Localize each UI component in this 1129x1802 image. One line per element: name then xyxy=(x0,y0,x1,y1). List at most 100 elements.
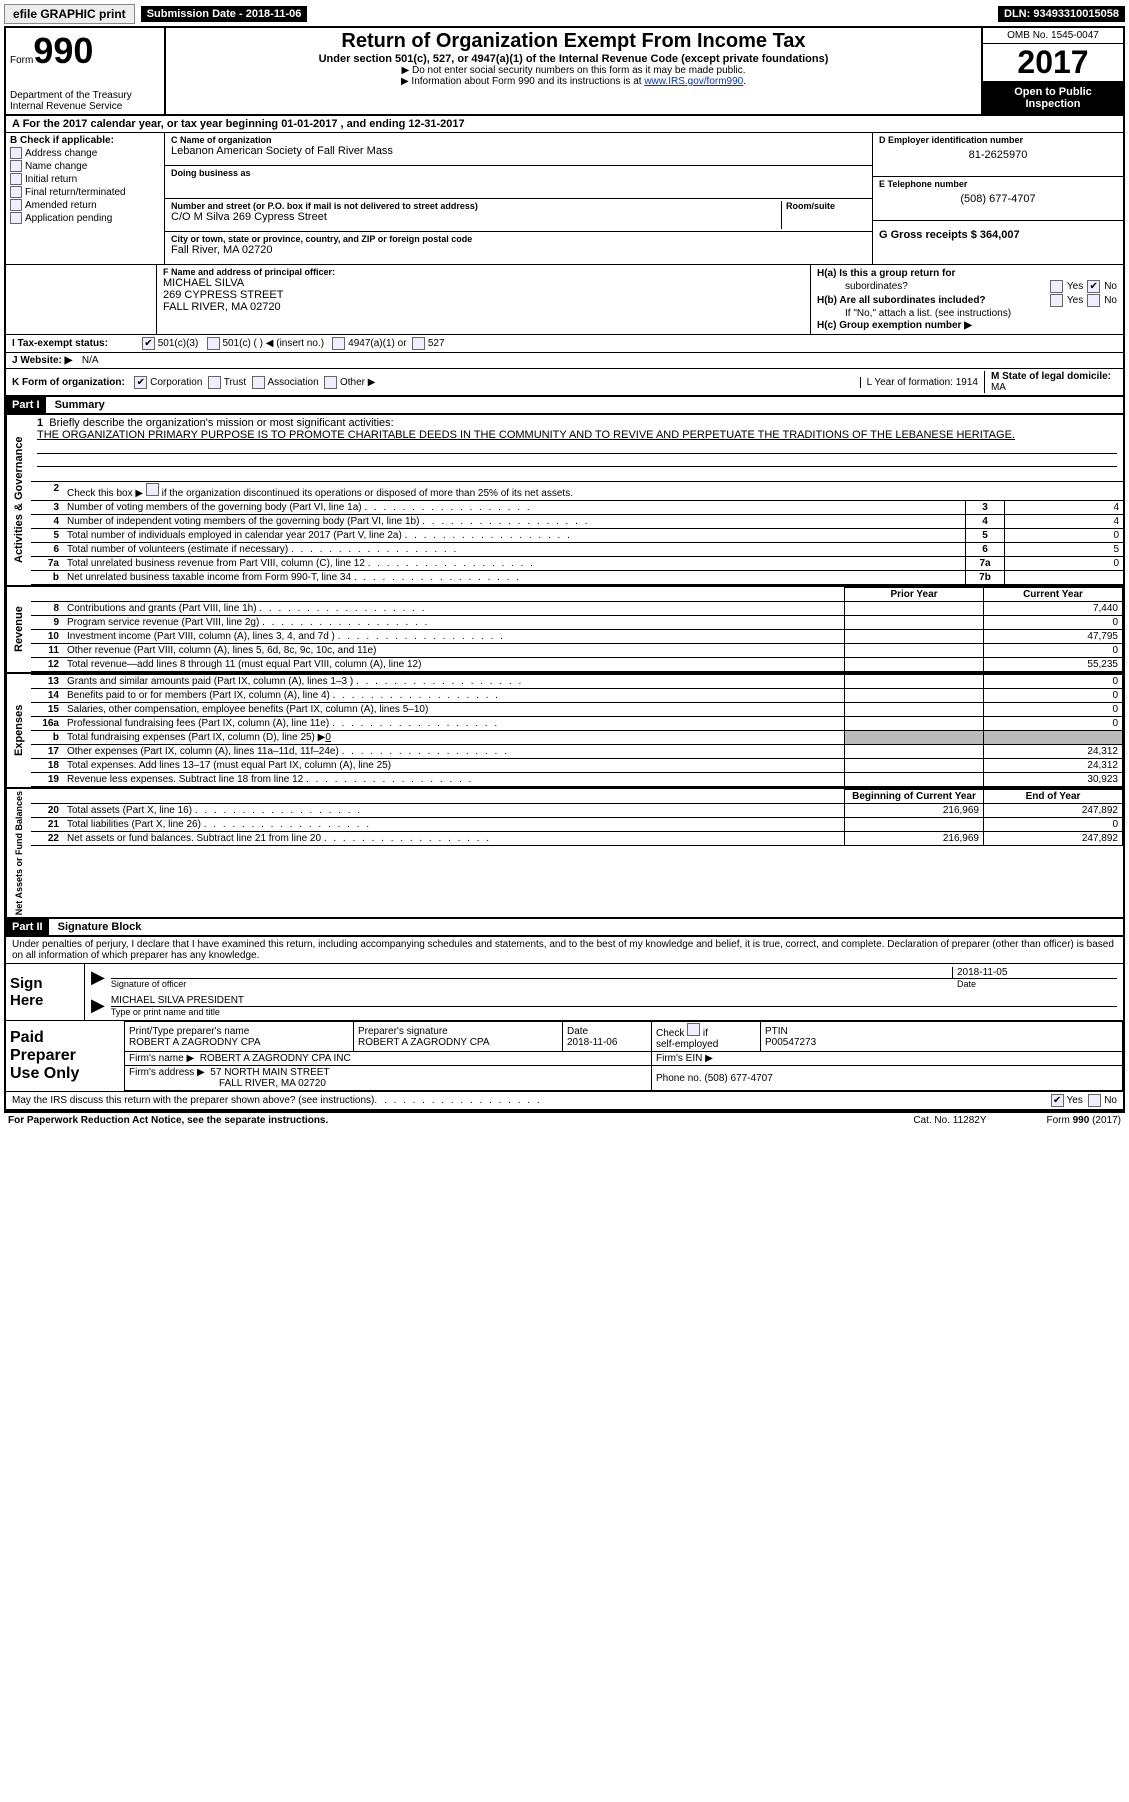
ptin: P00547273 xyxy=(765,1037,816,1048)
chk-other[interactable] xyxy=(324,376,337,389)
val-line13: 0 xyxy=(984,675,1123,689)
org-name-label: C Name of organization xyxy=(171,135,866,145)
val-line12: 55,235 xyxy=(984,658,1123,672)
revenue-table: Prior YearCurrent Year 8Contributions an… xyxy=(31,587,1123,672)
val-line17: 24,312 xyxy=(984,745,1123,759)
pra-notice: For Paperwork Reduction Act Notice, see … xyxy=(8,1115,328,1126)
dln: DLN: 93493310015058 xyxy=(998,6,1125,22)
end-line21: 0 xyxy=(984,818,1123,832)
chk-corporation[interactable] xyxy=(134,376,147,389)
officer-print-name: MICHAEL SILVA PRESIDENT xyxy=(111,995,1117,1007)
city-label: City or town, state or province, country… xyxy=(171,234,866,244)
cat-no: Cat. No. 11282Y xyxy=(913,1115,986,1126)
chk-527[interactable] xyxy=(412,337,425,350)
expenses-section: Expenses 13Grants and similar amounts pa… xyxy=(6,674,1123,789)
website-row: J Website: ▶ N/A xyxy=(6,353,1123,369)
entity-block: B Check if applicable: Address change Na… xyxy=(6,133,1123,265)
tax-year: 2017 xyxy=(983,44,1123,82)
open-to-public: Open to Public Inspection xyxy=(983,82,1123,114)
val-line11: 0 xyxy=(984,644,1123,658)
firm-address1: 57 NORTH MAIN STREET xyxy=(210,1067,329,1078)
preparer-name: ROBERT A ZAGRODNY CPA xyxy=(129,1037,261,1048)
arrow-note-2: ▶ Information about Form 990 and its ins… xyxy=(172,76,975,87)
paid-preparer-row: Paid Preparer Use Only Print/Type prepar… xyxy=(6,1020,1123,1091)
telephone-value: (508) 677-4707 xyxy=(879,189,1117,205)
chk-trust[interactable] xyxy=(208,376,221,389)
beg-line20: 216,969 xyxy=(845,804,984,818)
efile-print-btn[interactable]: efile GRAPHIC print xyxy=(4,4,135,24)
irs-link[interactable]: www.IRS.gov/form990 xyxy=(644,76,743,87)
officer-city: FALL RIVER, MA 02720 xyxy=(163,301,804,313)
val-line8: 7,440 xyxy=(984,602,1123,616)
form-ref: Form 990 (2017) xyxy=(1047,1115,1121,1126)
chk-address-change[interactable]: Address change xyxy=(10,147,160,159)
val-line4: 4 xyxy=(1005,515,1124,529)
officer-label: F Name and address of principal officer: xyxy=(163,267,804,277)
omb-number: OMB No. 1545-0047 xyxy=(983,28,1123,44)
city-value: Fall River, MA 02720 xyxy=(171,244,866,256)
beg-line22: 216,969 xyxy=(845,832,984,846)
netassets-vlabel: Net Assets or Fund Balances xyxy=(6,789,31,917)
part1-header: Part I Summary xyxy=(6,397,1123,415)
chk-discontinued[interactable] xyxy=(146,483,159,496)
mission-label: Briefly describe the organization's miss… xyxy=(49,417,393,429)
firm-name: ROBERT A ZAGRODNY CPA INC xyxy=(200,1053,351,1064)
state-domicile-label: M State of legal domicile: xyxy=(991,371,1111,382)
address-label: Number and street (or P.O. box if mail i… xyxy=(171,201,781,211)
page-footer: For Paperwork Reduction Act Notice, see … xyxy=(4,1111,1125,1128)
val-line6: 5 xyxy=(1005,543,1124,557)
val-line16a: 0 xyxy=(984,717,1123,731)
ein-value: 81-2625970 xyxy=(879,145,1117,161)
revenue-vlabel: Revenue xyxy=(6,587,31,672)
ha-yes-box[interactable] xyxy=(1050,280,1063,293)
ha-group-return: H(a) Is this a group return for xyxy=(817,268,1117,279)
chk-self-employed[interactable] xyxy=(687,1023,700,1036)
firm-address2: FALL RIVER, MA 02720 xyxy=(129,1078,326,1089)
beg-line21 xyxy=(845,818,984,832)
preparer-sig: ROBERT A ZAGRODNY CPA xyxy=(358,1037,490,1048)
ha-no-box[interactable] xyxy=(1087,280,1100,293)
part2-header: Part II Signature Block xyxy=(6,919,1123,937)
form-title: Return of Organization Exempt From Incom… xyxy=(172,30,975,53)
val-line3: 4 xyxy=(1005,501,1124,515)
chk-initial-return[interactable]: Initial return xyxy=(10,173,160,185)
firm-phone: Phone no. (508) 677-4707 xyxy=(652,1066,1123,1091)
val-line16b: 0 xyxy=(325,732,331,743)
chk-association[interactable] xyxy=(252,376,265,389)
room-label: Room/suite xyxy=(786,201,866,211)
netassets-table: Beginning of Current YearEnd of Year 20T… xyxy=(31,789,1123,846)
form-subtitle: Under section 501(c), 527, or 4947(a)(1)… xyxy=(172,53,975,65)
hb-yes-box[interactable] xyxy=(1050,294,1063,307)
chk-amended[interactable]: Amended return xyxy=(10,199,160,211)
revenue-section: Revenue Prior YearCurrent Year 8Contribu… xyxy=(6,587,1123,674)
val-line19: 30,923 xyxy=(984,773,1123,787)
val-line7b xyxy=(1005,571,1124,585)
dept-treasury: Department of the Treasury xyxy=(10,90,160,101)
discuss-no[interactable] xyxy=(1088,1094,1101,1107)
chk-name-change[interactable]: Name change xyxy=(10,160,160,172)
dba-label: Doing business as xyxy=(171,168,866,178)
perjury-statement: Under penalties of perjury, I declare th… xyxy=(6,937,1123,963)
submission-date: Submission Date - 2018-11-06 xyxy=(141,6,308,22)
val-line14: 0 xyxy=(984,689,1123,703)
chk-final-return[interactable]: Final return/terminated xyxy=(10,186,160,198)
hb-all-included: H(b) Are all subordinates included? Yes … xyxy=(817,294,1117,307)
gross-receipts: G Gross receipts $ 364,007 xyxy=(879,223,1117,241)
website-value: N/A xyxy=(82,355,99,366)
chk-4947[interactable] xyxy=(332,337,345,350)
chk-501c3[interactable] xyxy=(142,337,155,350)
row-a-tax-year: A For the 2017 calendar year, or tax yea… xyxy=(6,116,1123,133)
chk-501c[interactable] xyxy=(207,337,220,350)
signature-block: Under penalties of perjury, I declare th… xyxy=(6,937,1123,1109)
preparer-table: Print/Type preparer's nameROBERT A ZAGRO… xyxy=(125,1021,1123,1091)
top-bar: efile GRAPHIC print Submission Date - 20… xyxy=(4,4,1125,24)
hb-attach-note: If "No," attach a list. (see instruction… xyxy=(817,308,1117,319)
officer-name: MICHAEL SILVA xyxy=(163,277,804,289)
discuss-yes[interactable] xyxy=(1051,1094,1064,1107)
governance-section: Activities & Governance 1 Briefly descri… xyxy=(6,415,1123,587)
firm-ein: Firm's EIN ▶ xyxy=(652,1052,1123,1066)
hb-no-box[interactable] xyxy=(1087,294,1100,307)
form-990: Form990 Department of the Treasury Inter… xyxy=(4,26,1125,1111)
chk-application-pending[interactable]: Application pending xyxy=(10,212,160,224)
val-line5: 0 xyxy=(1005,529,1124,543)
